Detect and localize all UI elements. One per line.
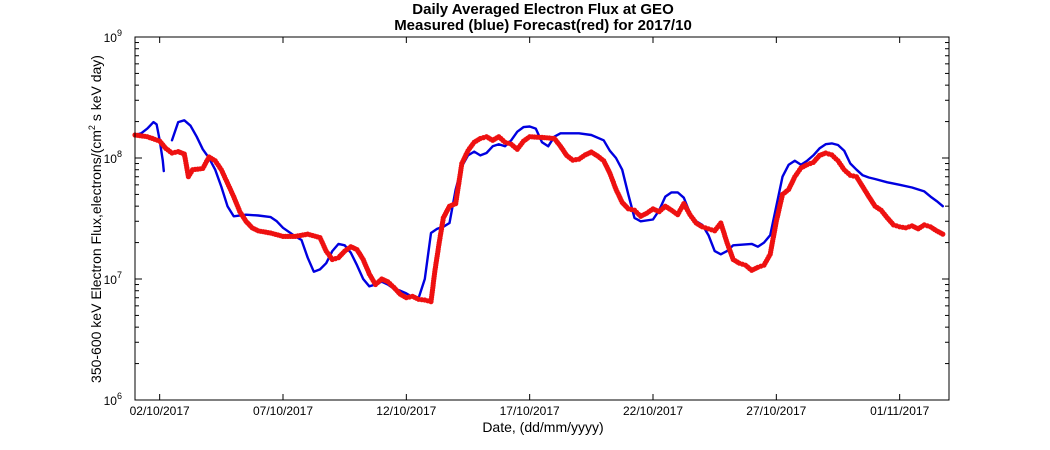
chart-title: Daily Averaged Electron Flux at GEO [412,1,674,18]
y-axis-label-sup: 2 [87,125,97,130]
y-tick-base: 10 [104,31,118,45]
series-layer [132,119,946,305]
y-tick-base: 10 [104,273,118,287]
y-axis-label: 350-600 keV Electron Flux,electrons/(cm2… [87,55,104,383]
chart-subtitle: Measured (blue) Forecast(red) for 2017/1… [394,17,692,34]
y-tick-label: 108 [104,149,122,166]
x-tick-label: 17/10/2017 [500,404,560,418]
y-axis-label-tail: s keV day) [88,55,104,125]
x-tick-label: 27/10/2017 [746,404,806,418]
x-tick-label: 01/11/2017 [870,404,929,418]
measured-line-segment-1 [133,120,166,173]
axes-layer: 02/10/2017 07/10/2017 12/10/2017 17/10/2017… [104,28,950,418]
x-tick-label: 12/10/2017 [376,404,436,418]
y-tick-exponent: 7 [117,270,122,280]
y-tick-base: 10 [104,394,118,408]
x-tick-label: 07/10/2017 [253,404,313,418]
y-tick-exponent: 9 [117,28,122,38]
y-tick-exponent: 8 [117,149,122,159]
y-tick-base: 10 [104,152,118,166]
x-tick-label: 22/10/2017 [623,404,683,418]
x-tick-label: 02/10/2017 [130,404,190,418]
y-tick-label: 109 [104,28,122,45]
x-axis-label: Date, (dd/mm/yyyy) [482,419,603,435]
y-tick-label: 106 [104,391,122,408]
plot-frame [134,36,950,401]
y-axis-label-main: 350-600 keV Electron Flux,electrons/(cm [88,130,104,383]
forecast-point [940,231,946,237]
y-tick-label: 107 [104,270,122,287]
measured-line-segment-2 [170,119,944,299]
y-tick-exponent: 6 [117,391,122,401]
